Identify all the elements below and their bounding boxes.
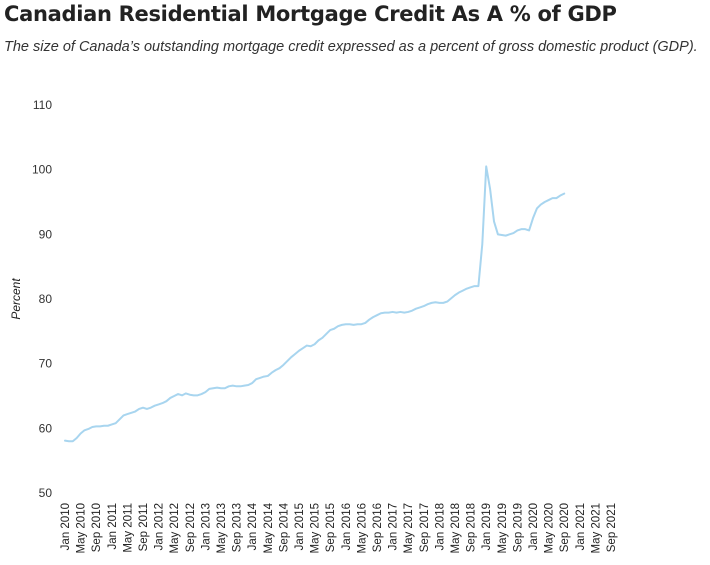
x-tick-label: May 2010 xyxy=(76,503,88,554)
x-tick-label: Jan 2020 xyxy=(528,503,540,550)
x-tick-label: May 2017 xyxy=(403,503,415,554)
x-tick-label: May 2013 xyxy=(216,503,228,554)
y-tick-label: 100 xyxy=(32,163,52,177)
y-axis-label: Percent xyxy=(9,278,23,320)
y-tick-label: 90 xyxy=(39,227,53,241)
x-tick-label: Sep 2014 xyxy=(278,502,290,552)
x-tick-label: Sep 2015 xyxy=(325,503,337,552)
series-group xyxy=(64,165,566,443)
y-tick-label: 60 xyxy=(39,421,53,435)
x-tick-label: Sep 2016 xyxy=(372,503,384,552)
x-tick-label: May 2014 xyxy=(263,502,275,553)
x-tick-label: Jan 2021 xyxy=(575,503,587,550)
x-axis-ticks: Jan 2010 May 2010 Sep 2010 Jan 2011 May 2011… xyxy=(60,502,618,553)
x-tick-label: Jan 2017 xyxy=(388,503,400,550)
x-tick-label: Jan 2010 xyxy=(60,503,72,550)
x-tick-label: Sep 2019 xyxy=(512,503,524,552)
x-tick-label: Jan 2019 xyxy=(481,503,493,550)
x-tick-label: May 2011 xyxy=(122,503,134,553)
x-tick-label: Sep 2012 xyxy=(185,503,197,552)
x-tick-label: May 2019 xyxy=(497,503,509,554)
x-tick-label: Jan 2015 xyxy=(294,503,306,550)
x-tick-label: May 2012 xyxy=(169,503,181,554)
x-tick-label: Jan 2018 xyxy=(434,503,446,550)
y-tick-label: 70 xyxy=(39,357,53,371)
series-line xyxy=(64,165,566,443)
x-tick-label: Sep 2010 xyxy=(91,503,103,552)
chart-title: Canadian Residential Mortgage Credit As … xyxy=(4,2,617,26)
x-tick-label: Jan 2013 xyxy=(200,503,212,550)
x-tick-label: May 2016 xyxy=(356,503,368,554)
x-tick-label: May 2020 xyxy=(544,503,556,554)
x-tick-label: May 2018 xyxy=(450,503,462,554)
chart-subtitle: The size of Canada’s outstanding mortgag… xyxy=(4,39,698,55)
x-tick-label: May 2015 xyxy=(310,503,322,554)
x-tick-label: Jan 2014 xyxy=(247,502,259,550)
x-tick-label: Sep 2013 xyxy=(232,503,244,552)
x-tick-label: Sep 2017 xyxy=(419,503,431,552)
x-tick-label: Sep 2020 xyxy=(559,503,571,552)
x-tick-label: Jan 2011 xyxy=(107,503,119,549)
y-tick-label: 50 xyxy=(39,486,53,500)
x-tick-label: Sep 2021 xyxy=(606,503,618,552)
y-axis-ticks: 50 60 70 80 90 100 110 xyxy=(32,98,52,500)
x-tick-label: May 2021 xyxy=(590,503,602,554)
y-tick-label: 110 xyxy=(33,98,52,112)
x-tick-label: Jan 2012 xyxy=(154,503,166,550)
x-tick-label: Jan 2016 xyxy=(341,503,353,550)
x-tick-label: Sep 2018 xyxy=(466,503,478,552)
x-tick-label: Sep 2011 xyxy=(138,503,150,551)
y-tick-label: 80 xyxy=(39,292,53,306)
